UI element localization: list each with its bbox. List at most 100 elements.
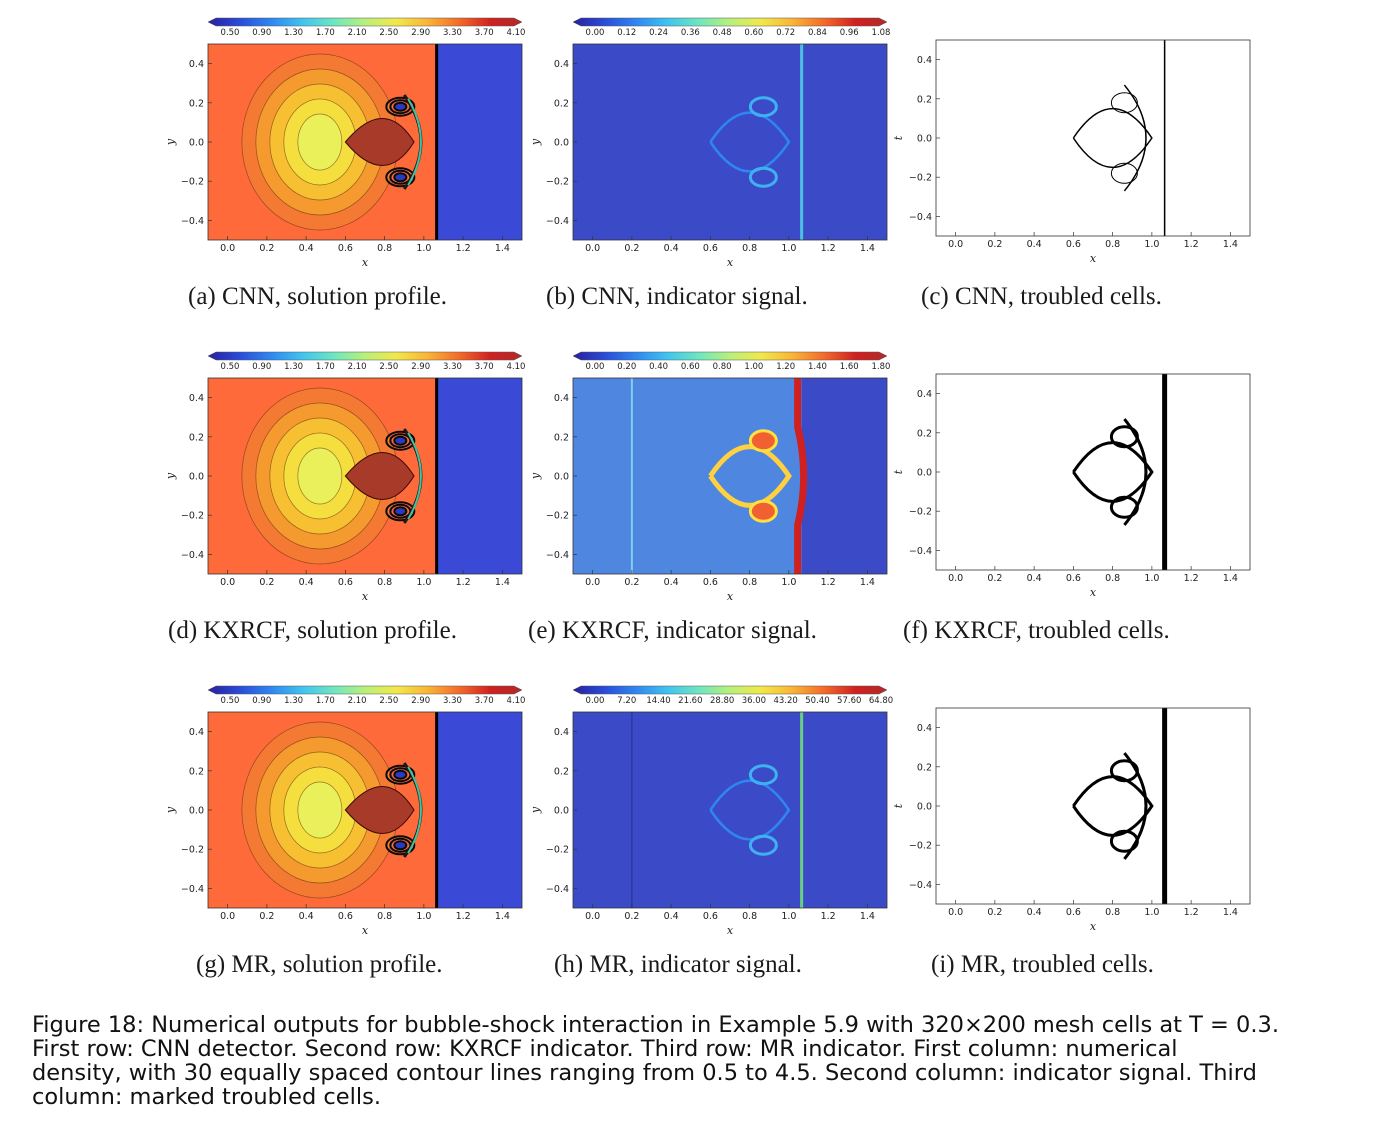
colorbar-tick-label: 0.00	[586, 28, 605, 38]
x-tick-label: 1.2	[456, 577, 471, 588]
x-tick-label: 0.0	[220, 243, 235, 254]
refracted-shock	[407, 98, 422, 186]
plot-content	[573, 44, 887, 240]
x-axis-label: x	[1090, 252, 1097, 265]
plot-content	[936, 40, 1250, 236]
colorbar-tick-label: 0.90	[252, 362, 271, 372]
colorbar-tick-label: 0.72	[776, 28, 795, 38]
plot-area: 0.0 0.2 0.4 0.6 0.8 1.0 1.2 1.4 x 0.4 0.2 0.0 −0.2 −0…	[892, 373, 1251, 599]
y-axis-label: y	[164, 138, 177, 146]
x-tick-label: 1.2	[821, 911, 836, 922]
figure-caption-line: First row: CNN detector. Second row: KXR…	[32, 1036, 1178, 1062]
x-tick-label: 1.4	[860, 577, 875, 588]
x-tick-label: 0.4	[299, 243, 314, 254]
y-tick-label: 0.2	[917, 762, 932, 773]
x-tick-label: 0.8	[1105, 907, 1120, 918]
x-tick-label: 0.8	[377, 577, 392, 588]
y-tick-label: −0.2	[181, 511, 204, 522]
x-tick-label: 0.4	[664, 243, 679, 254]
colorbar-tick-label: 0.00	[586, 362, 605, 372]
caption-h: (h) MR, indicator signal.	[554, 951, 802, 978]
colorbar-tick-label: 2.90	[411, 696, 430, 706]
colorbar-tick-label: 1.60	[840, 362, 859, 372]
colorbar-tick-label: 0.00	[586, 696, 605, 706]
x-tick-label: 1.4	[1223, 573, 1238, 584]
y-tick-label: 0.0	[554, 472, 569, 483]
vortex-roll	[385, 501, 416, 522]
x-tick-label: 1.0	[781, 911, 796, 922]
vortex-cells	[1109, 495, 1139, 519]
vortex-roll	[385, 764, 416, 785]
x-tick-label: 0.0	[220, 911, 235, 922]
x-tick-label: 0.2	[624, 243, 639, 254]
x-tick-label: 0.2	[259, 911, 274, 922]
x-tick-label: 0.8	[1105, 573, 1120, 584]
bubble-interface	[708, 444, 792, 508]
bubble-interface	[709, 779, 791, 841]
y-tick-label: 0.2	[917, 428, 932, 439]
colorbar-tick-label: 36.00	[742, 696, 766, 706]
colorbar-tick-label: 4.10	[507, 696, 526, 706]
bubble-cells	[1072, 441, 1154, 503]
x-tick-label: 0.0	[585, 577, 600, 588]
y-axis-label: y	[529, 806, 542, 814]
colorbar-tick-label: 43.20	[773, 696, 797, 706]
colorbar-tick-label: 0.50	[221, 696, 240, 706]
colorbar-tick-label: 0.80	[713, 362, 732, 372]
colorbar-tick-label: 0.90	[252, 696, 271, 706]
colorbar-tick-label: 2.10	[348, 362, 367, 372]
y-tick-label: 0.0	[554, 138, 569, 149]
colorbar-tick-label: 0.50	[221, 362, 240, 372]
y-tick-label: −0.2	[909, 507, 932, 518]
colorbar-tick-label: 0.90	[252, 28, 271, 38]
colorbar-tick-label: 3.30	[443, 28, 462, 38]
y-tick-label: 0.4	[189, 727, 204, 738]
colorbar-tick-label: 1.70	[316, 28, 335, 38]
colorbar-tick-label: 7.20	[617, 696, 636, 706]
y-tick-label: 0.2	[554, 766, 569, 777]
x-axis-label: x	[727, 924, 734, 937]
x-tick-label: 1.4	[1223, 239, 1238, 250]
colorbar-tick-label: 1.70	[316, 696, 335, 706]
colorbar-tick-label: 50.40	[805, 696, 829, 706]
bubble-cells	[1072, 108, 1153, 168]
colorbar-tick-label: 4.10	[507, 28, 526, 38]
bubble-interface	[709, 111, 791, 173]
plot-area: 0.0 0.2 0.4 0.6 0.8 1.0 1.2 1.4 x 0.4 0.2 0.0 −0.2 −0…	[892, 39, 1251, 265]
panel-c: 0.0 0.2 0.4 0.6 0.8 1.0 1.2 1.4 x 0.4 0.2 0.0 −0.2 −0…	[888, 30, 1258, 276]
colorbar-tick-label: 0.12	[617, 28, 636, 38]
x-tick-label: 1.4	[495, 243, 510, 254]
colorbar-tick-label: 0.50	[221, 28, 240, 38]
plot-c: 0.0 0.2 0.4 0.6 0.8 1.0 1.2 1.4 x 0.4 0.2 0.0 −0.2 −0…	[892, 39, 1251, 265]
caption-a: (a) CNN, solution profile.	[188, 283, 447, 310]
x-tick-label: 0.2	[987, 907, 1002, 918]
plot-area: 0.0 0.2 0.4 0.6 0.8 1.0 1.2 1.4 x 0.4 0.2 0.0 −0.2 −0…	[164, 351, 525, 603]
colorbar-tick-label: 1.08	[872, 28, 891, 38]
x-tick-label: 0.6	[1066, 907, 1081, 918]
vortex-roll	[393, 172, 408, 183]
contour-line	[297, 781, 343, 839]
colorbar-tick-label: 1.70	[316, 362, 335, 372]
x-tick-label: 0.4	[299, 577, 314, 588]
x-tick-label: 1.0	[781, 243, 796, 254]
refracted-shock	[407, 766, 422, 854]
vortex-roll	[385, 835, 416, 856]
x-tick-label: 0.0	[585, 243, 600, 254]
vortex-roll	[748, 834, 778, 856]
plot-content	[573, 712, 887, 908]
colorbar-tick-label: 0.96	[840, 28, 859, 38]
y-tick-label: −0.2	[546, 177, 569, 188]
panel-b: 0.0 0.2 0.4 0.6 0.8 1.0 1.2 1.4 x 0.4 0.2 0.0 −0.2 −0…	[525, 14, 897, 276]
plot-h: 0.0 0.2 0.4 0.6 0.8 1.0 1.2 1.4 x 0.4 0.2 0.0 −0.2 −0…	[529, 685, 893, 937]
x-tick-label: 1.2	[821, 577, 836, 588]
x-tick-label: 0.8	[1105, 239, 1120, 250]
figure-caption-line: column: marked troubled cells.	[32, 1084, 382, 1110]
colorbar-tick-label: 3.30	[443, 362, 462, 372]
x-tick-label: 0.8	[742, 911, 757, 922]
caption-d: (d) KXRCF, solution profile.	[168, 617, 457, 644]
y-tick-label: −0.2	[909, 173, 932, 184]
x-tick-label: 0.6	[338, 243, 353, 254]
y-tick-label: −0.2	[181, 845, 204, 856]
y-tick-label: 0.4	[189, 59, 204, 70]
colorbar-tick-label: 0.60	[681, 362, 700, 372]
